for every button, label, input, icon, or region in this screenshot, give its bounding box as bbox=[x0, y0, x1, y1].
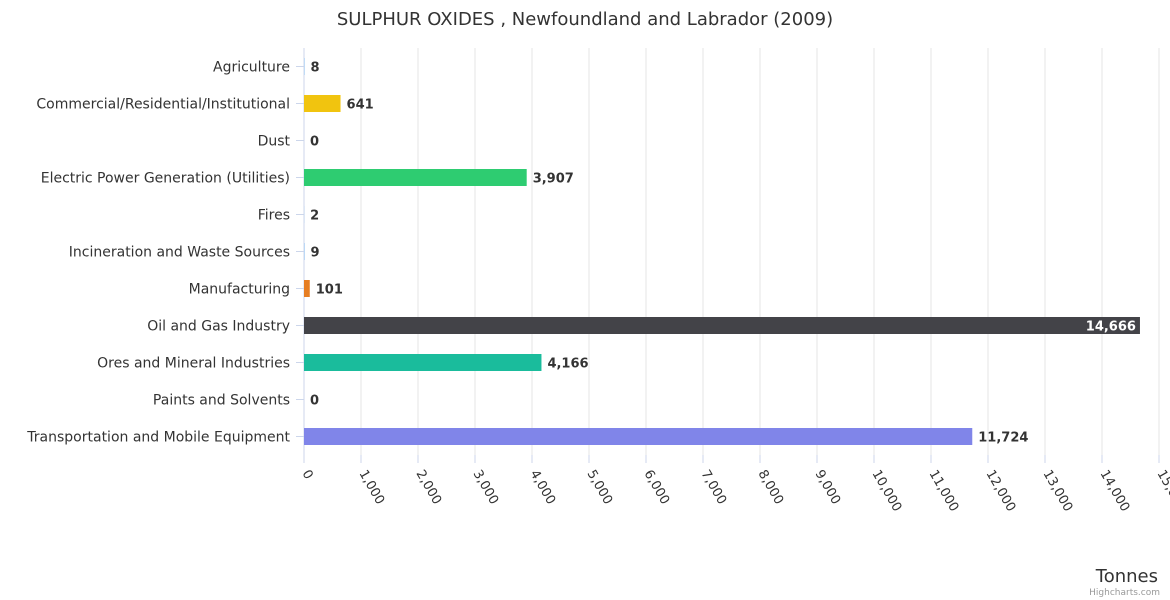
bars bbox=[304, 58, 1140, 445]
data-label: 0 bbox=[310, 394, 319, 409]
x-tick-label: 11,000 bbox=[926, 468, 962, 515]
x-tick-label: 1,000 bbox=[356, 468, 388, 508]
data-label: 101 bbox=[316, 283, 343, 298]
x-tick-label: 9,000 bbox=[812, 468, 844, 508]
data-label: 641 bbox=[347, 98, 374, 113]
grid-lines bbox=[303, 48, 1160, 455]
x-axis-ticks: 0 1,000 2,000 3,000 4,000 5,000 6,000 7,000 8,00… bbox=[299, 455, 1170, 514]
x-tick-label: 0 bbox=[299, 468, 316, 483]
bar[interactable] bbox=[304, 169, 527, 186]
data-label: 3,907 bbox=[533, 172, 574, 187]
data-label: 14,666 bbox=[1086, 320, 1136, 335]
credits-link[interactable]: Highcharts.com bbox=[1089, 588, 1160, 598]
bar[interactable] bbox=[304, 428, 973, 445]
bar[interactable] bbox=[304, 243, 305, 260]
category-label: Ores and Mineral Industries bbox=[97, 356, 290, 372]
x-tick-label: 15,000 bbox=[1154, 468, 1170, 515]
bar[interactable] bbox=[304, 95, 341, 112]
x-tick-label: 7,000 bbox=[698, 468, 730, 508]
category-label: Manufacturing bbox=[189, 282, 290, 298]
data-label: 0 bbox=[310, 135, 319, 150]
x-tick-label: 14,000 bbox=[1097, 468, 1133, 515]
x-tick-label: 4,000 bbox=[527, 468, 559, 508]
data-label: 11,724 bbox=[978, 431, 1028, 446]
bar[interactable] bbox=[304, 354, 542, 371]
x-axis-title: Tonnes bbox=[1095, 566, 1158, 587]
x-tick-label: 8,000 bbox=[755, 468, 787, 508]
x-tick-label: 12,000 bbox=[983, 468, 1019, 515]
category-label: Fires bbox=[258, 208, 290, 224]
category-label: Commercial/Residential/Institutional bbox=[36, 97, 290, 113]
chart-title: SULPHUR OXIDES , Newfoundland and Labrad… bbox=[337, 9, 833, 30]
category-label: Agriculture bbox=[213, 60, 290, 76]
data-label: 2 bbox=[310, 209, 319, 224]
bar[interactable] bbox=[304, 317, 1140, 334]
data-label: 9 bbox=[311, 246, 320, 261]
category-label: Transportation and Mobile Equipment bbox=[26, 430, 290, 446]
x-tick-label: 5,000 bbox=[584, 468, 616, 508]
x-tick-label: 6,000 bbox=[641, 468, 673, 508]
x-tick-label: 10,000 bbox=[869, 468, 905, 515]
data-label: 8 bbox=[310, 61, 319, 76]
category-label: Electric Power Generation (Utilities) bbox=[41, 171, 290, 187]
data-labels: 8 641 0 3,907 2 9 101 14,666 4,166 0 11,724 bbox=[310, 61, 1136, 446]
category-label: Incineration and Waste Sources bbox=[69, 245, 290, 261]
category-label: Paints and Solvents bbox=[153, 393, 290, 409]
category-labels: Agriculture Commercial/Residential/Instit… bbox=[26, 60, 304, 446]
x-tick-label: 13,000 bbox=[1040, 468, 1076, 515]
category-label: Dust bbox=[258, 134, 291, 150]
category-label: Oil and Gas Industry bbox=[147, 319, 290, 335]
data-label: 4,166 bbox=[547, 357, 588, 372]
bar[interactable] bbox=[304, 280, 310, 297]
x-tick-label: 2,000 bbox=[413, 468, 445, 508]
x-tick-label: 3,000 bbox=[470, 468, 502, 508]
